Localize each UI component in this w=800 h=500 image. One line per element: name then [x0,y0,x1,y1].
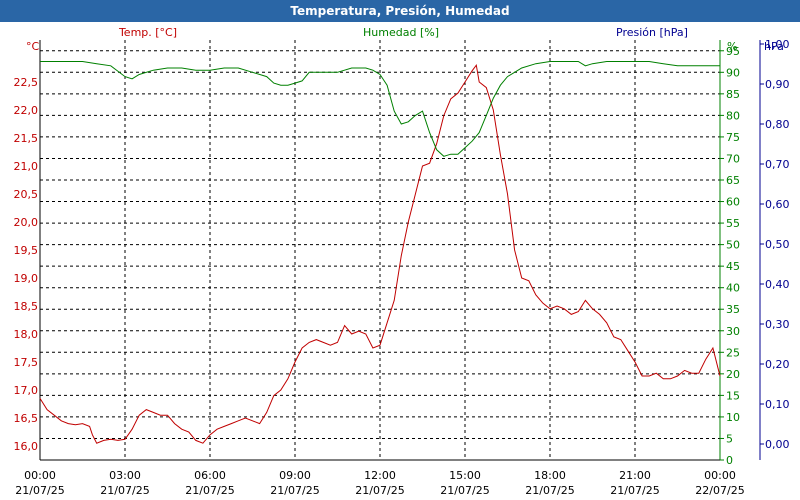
pressure-tick-label: 0,90 [765,78,790,91]
humidity-tick-label: 85 [726,88,740,101]
pressure-tick-label: 0,70 [765,158,790,171]
x-tick-date: 21/07/25 [610,484,659,497]
temp-tick-label: 20,0 [14,216,39,229]
temp-axis-unit: °C [26,40,40,53]
temp-tick-label: 22,5 [14,76,39,89]
temp-tick-label: 17,5 [14,356,39,369]
humidity-tick-label: 5 [726,432,733,445]
humidity-tick-label: 90 [726,66,740,79]
x-tick-time: 00:00 [704,469,736,482]
temp-tick-label: 21,5 [14,132,39,145]
x-tick-date: 21/07/25 [100,484,149,497]
humidity-tick-label: 60 [726,196,740,209]
temp-tick-label: 17,0 [14,384,39,397]
pressure-tick-label: 1,00 [765,38,790,51]
x-tick-date: 21/07/25 [185,484,234,497]
pressure-tick-label: 0,20 [765,358,790,371]
x-tick-date: 22/07/25 [695,484,744,497]
humidity-tick-label: 15 [726,389,740,402]
temp-tick-label: 16,0 [14,440,39,453]
humidity-axis-unit: % [727,40,737,53]
x-tick-time: 18:00 [534,469,566,482]
humidity-tick-label: 80 [726,109,740,122]
x-tick-date: 21/07/25 [525,484,574,497]
x-tick-time: 00:00 [24,469,56,482]
humidity-tick-label: 25 [726,346,740,359]
x-tick-time: 21:00 [619,469,651,482]
pressure-axis-unit: hPa [764,40,784,53]
humidity-tick-label: 35 [726,303,740,316]
pressure-tick-label: 0,50 [765,238,790,251]
pressure-tick-label: 0,30 [765,318,790,331]
temp-tick-label: 20,5 [14,188,39,201]
humidity-tick-label: 30 [726,325,740,338]
humidity-tick-label: 20 [726,368,740,381]
x-tick-time: 15:00 [449,469,481,482]
x-tick-time: 09:00 [279,469,311,482]
temp-tick-label: 19,0 [14,272,39,285]
temp-tick-label: 18,5 [14,300,39,313]
window-title: Temperatura, Presión, Humedad [0,0,800,22]
pressure-tick-label: 0,40 [765,278,790,291]
humidity-tick-label: 55 [726,217,740,230]
pressure-tick-label: 0,10 [765,398,790,411]
humidity-tick-label: 40 [726,282,740,295]
x-tick-time: 03:00 [109,469,141,482]
temp-tick-label: 18,0 [14,328,39,341]
humidity-tick-label: 45 [726,260,740,273]
temperature-series-line [39,63,721,444]
humidity-tick-label: 70 [726,152,740,165]
pressure-tick-label: 0,80 [765,118,790,131]
pressure-series-label: Presión [hPa] [616,26,688,39]
humidity-tick-label: 0 [726,454,733,467]
humidity-tick-label: 50 [726,239,740,252]
temp-series-label: Temp. [°C] [118,26,177,39]
x-tick-date: 21/07/25 [270,484,319,497]
humidity-tick-label: 75 [726,131,740,144]
temp-tick-label: 22,0 [14,104,39,117]
humidity-tick-label: 10 [726,411,740,424]
humidity-series-label: Humedad [%] [363,26,439,39]
temp-tick-label: 19,5 [14,244,39,257]
x-tick-date: 21/07/25 [440,484,489,497]
x-tick-time: 12:00 [364,469,396,482]
x-tick-time: 06:00 [194,469,226,482]
temp-tick-label: 21,0 [14,160,39,173]
temp-tick-label: 16,5 [14,412,39,425]
humidity-series-line [40,61,720,157]
x-tick-date: 21/07/25 [15,484,64,497]
humidity-tick-label: 65 [726,174,740,187]
pressure-tick-label: 0,00 [765,438,790,451]
x-tick-date: 21/07/25 [355,484,404,497]
pressure-tick-label: 0,60 [765,198,790,211]
humidity-tick-label: 95 [726,45,740,58]
